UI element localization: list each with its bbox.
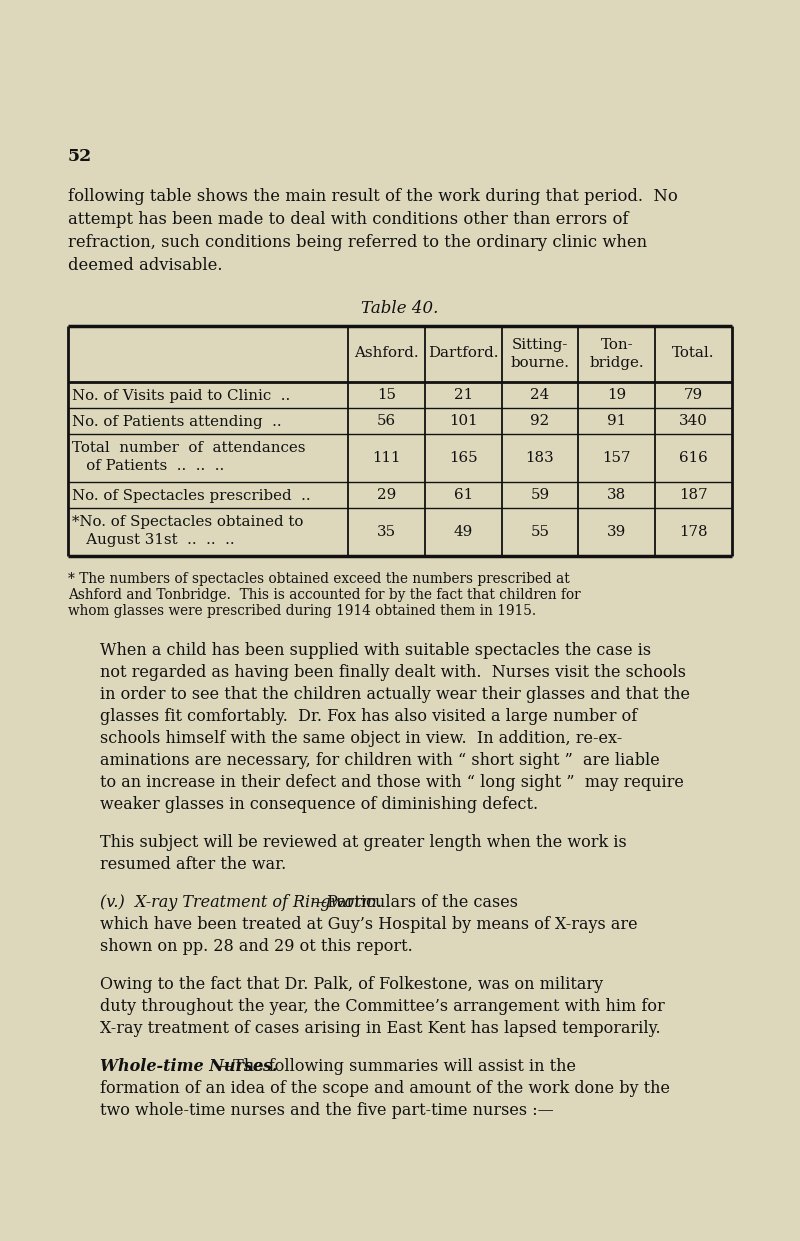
Text: 92: 92 xyxy=(530,414,550,428)
Text: Dartford.: Dartford. xyxy=(428,346,498,360)
Text: Sitting-: Sitting- xyxy=(512,338,568,352)
Text: deemed advisable.: deemed advisable. xyxy=(68,257,222,274)
Text: 187: 187 xyxy=(679,488,708,503)
Text: of Patients  ..  ..  ..: of Patients .. .. .. xyxy=(72,459,224,473)
Text: 55: 55 xyxy=(530,525,550,539)
Text: No. of Visits paid to Clinic  ..: No. of Visits paid to Clinic .. xyxy=(72,388,290,403)
Text: 91: 91 xyxy=(607,414,626,428)
Text: which have been treated at Guy’s Hospital by means of X-rays are: which have been treated at Guy’s Hospita… xyxy=(100,916,638,933)
Text: Owing to the fact that Dr. Palk, of Folkestone, was on military: Owing to the fact that Dr. Palk, of Folk… xyxy=(100,975,603,993)
Text: 19: 19 xyxy=(607,388,626,402)
Text: aminations are necessary, for children with “ short sight ”  are liable: aminations are necessary, for children w… xyxy=(100,752,660,769)
Text: Ashford.: Ashford. xyxy=(354,346,418,360)
Text: 21: 21 xyxy=(454,388,473,402)
Text: Ashford and Tonbridge.  This is accounted for by the fact that children for: Ashford and Tonbridge. This is accounted… xyxy=(68,588,581,602)
Text: 24: 24 xyxy=(530,388,550,402)
Text: Table 40.: Table 40. xyxy=(362,300,438,316)
Text: 157: 157 xyxy=(602,450,631,465)
Text: Ton-: Ton- xyxy=(601,338,633,352)
Text: bourne.: bourne. xyxy=(510,356,570,370)
Text: 38: 38 xyxy=(607,488,626,503)
Text: —The following summaries will assist in the: —The following summaries will assist in … xyxy=(217,1059,576,1075)
Text: 59: 59 xyxy=(530,488,550,503)
Text: bridge.: bridge. xyxy=(590,356,644,370)
Text: duty throughout the year, the Committee’s arrangement with him for: duty throughout the year, the Committee’… xyxy=(100,998,665,1015)
Text: No. of Spectacles prescribed  ..: No. of Spectacles prescribed .. xyxy=(72,489,310,503)
Text: No. of Patients attending  ..: No. of Patients attending .. xyxy=(72,414,282,429)
Text: —Particulars of the cases: —Particulars of the cases xyxy=(310,894,518,911)
Text: 79: 79 xyxy=(684,388,703,402)
Text: to an increase in their defect and those with “ long sight ”  may require: to an increase in their defect and those… xyxy=(100,774,684,791)
Text: 39: 39 xyxy=(607,525,626,539)
Text: two whole-time nurses and the five part-time nurses :—: two whole-time nurses and the five part-… xyxy=(100,1102,554,1119)
Text: formation of an idea of the scope and amount of the work done by the: formation of an idea of the scope and am… xyxy=(100,1080,670,1097)
Text: Total.: Total. xyxy=(672,346,715,360)
Text: Total  number  of  attendances: Total number of attendances xyxy=(72,441,306,455)
Text: shown on pp. 28 and 29 ot this report.: shown on pp. 28 and 29 ot this report. xyxy=(100,938,413,956)
Text: 178: 178 xyxy=(679,525,708,539)
Text: 101: 101 xyxy=(449,414,478,428)
Text: *No. of Spectacles obtained to: *No. of Spectacles obtained to xyxy=(72,515,303,529)
Text: resumed after the war.: resumed after the war. xyxy=(100,856,286,872)
Text: 183: 183 xyxy=(526,450,554,465)
Text: attempt has been made to deal with conditions other than errors of: attempt has been made to deal with condi… xyxy=(68,211,629,228)
Text: 15: 15 xyxy=(377,388,396,402)
Text: in order to see that the children actually wear their glasses and that the: in order to see that the children actual… xyxy=(100,686,690,702)
Text: weaker glasses in consequence of diminishing defect.: weaker glasses in consequence of diminis… xyxy=(100,795,538,813)
Text: following table shows the main result of the work during that period.  No: following table shows the main result of… xyxy=(68,187,678,205)
Text: 340: 340 xyxy=(679,414,708,428)
Text: schools himself with the same object in view.  In addition, re-ex-: schools himself with the same object in … xyxy=(100,730,622,747)
Text: X-ray treatment of cases arising in East Kent has lapsed temporarily.: X-ray treatment of cases arising in East… xyxy=(100,1020,661,1037)
Text: 111: 111 xyxy=(372,450,401,465)
Text: When a child has been supplied with suitable spectacles the case is: When a child has been supplied with suit… xyxy=(100,642,651,659)
Text: 616: 616 xyxy=(679,450,708,465)
Text: glasses fit comfortably.  Dr. Fox has also visited a large number of: glasses fit comfortably. Dr. Fox has als… xyxy=(100,709,638,725)
Text: not regarded as having been finally dealt with.  Nurses visit the schools: not regarded as having been finally deal… xyxy=(100,664,686,681)
Text: * The numbers of spectacles obtained exceed the numbers prescribed at: * The numbers of spectacles obtained exc… xyxy=(68,572,570,586)
Text: 52: 52 xyxy=(68,148,92,165)
Text: whom glasses were prescribed during 1914 obtained them in 1915.: whom glasses were prescribed during 1914… xyxy=(68,604,536,618)
Text: (v.)  X-ray Treatment of Ringworm.: (v.) X-ray Treatment of Ringworm. xyxy=(100,894,382,911)
Text: August 31st  ..  ..  ..: August 31st .. .. .. xyxy=(72,532,234,547)
Text: 61: 61 xyxy=(454,488,473,503)
Text: 35: 35 xyxy=(377,525,396,539)
Text: 56: 56 xyxy=(377,414,396,428)
Text: refraction, such conditions being referred to the ordinary clinic when: refraction, such conditions being referr… xyxy=(68,235,647,251)
Text: Whole-time Nurses.: Whole-time Nurses. xyxy=(100,1059,278,1075)
Text: 29: 29 xyxy=(377,488,396,503)
Text: 165: 165 xyxy=(449,450,478,465)
Text: This subject will be reviewed at greater length when the work is: This subject will be reviewed at greater… xyxy=(100,834,626,851)
Text: 49: 49 xyxy=(454,525,473,539)
